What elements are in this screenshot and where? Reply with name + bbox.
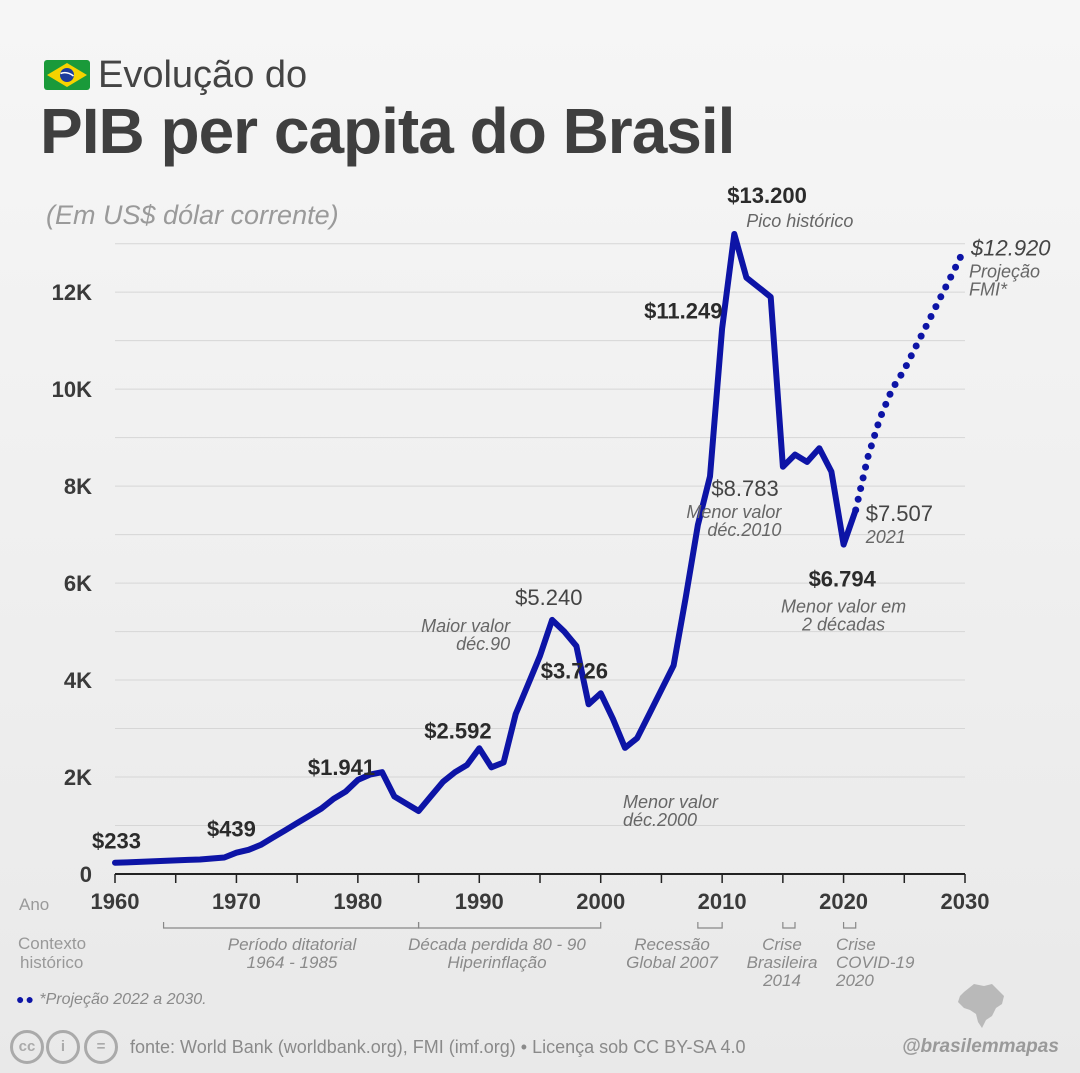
bracket-line — [417, 922, 602, 929]
annotation: $2.592 — [424, 718, 491, 743]
projection-note-text: *Projeção 2022 a 2030. — [39, 991, 207, 1008]
author-handle: @brasilemmapas — [902, 1036, 1059, 1057]
annotation-note: 2 décadas — [801, 615, 885, 635]
y-tick-label: 2K — [64, 765, 92, 790]
x-tick-label: 2010 — [698, 889, 747, 914]
by-icon: i — [46, 1030, 80, 1064]
x-axis-title: Ano — [19, 895, 49, 914]
y-tick-label: 10K — [52, 377, 92, 402]
x-tick-label: 2020 — [819, 889, 868, 914]
annotation: $3.726 — [541, 658, 608, 683]
nd-icon: = — [84, 1030, 118, 1064]
brazil-flag-icon — [44, 60, 90, 90]
context-text: 1964 - 1985 — [247, 953, 338, 972]
context-text: 2014 — [762, 971, 801, 990]
data-label: $1.941 — [308, 755, 375, 780]
annotation: $1.941 — [308, 755, 375, 780]
chart-subtitle: (Em US$ dólar corrente) — [46, 200, 339, 230]
data-label: $5.240 — [515, 585, 582, 610]
context-text: Brasileira — [747, 953, 818, 972]
x-tick-label: 1970 — [212, 889, 261, 914]
bracket-line — [162, 922, 420, 929]
y-tick-label: 0 — [80, 862, 92, 887]
annotation-note: Projeção — [969, 262, 1040, 282]
annotation-note: Pico histórico — [746, 211, 853, 231]
cc-icon: cc — [10, 1030, 44, 1064]
bracket-line — [782, 922, 796, 929]
annotation-note: déc.2010 — [707, 520, 781, 540]
bracket-line — [842, 922, 857, 929]
data-label: $439 — [207, 817, 256, 842]
context-text: Período ditatorial — [228, 935, 358, 954]
annotation: $233 — [92, 829, 141, 854]
data-label: $2.592 — [424, 718, 491, 743]
context-text: 2020 — [835, 971, 874, 990]
data-label: $233 — [92, 829, 141, 854]
y-tick-label: 4K — [64, 668, 92, 693]
x-tick-label: 2000 — [576, 889, 625, 914]
data-label: $3.726 — [541, 658, 608, 683]
context-text: Década perdida 80 - 90 — [408, 935, 586, 954]
x-tick-label: 1960 — [91, 889, 140, 914]
data-label: $11.249 — [644, 299, 722, 324]
context-text: Recessão — [634, 935, 710, 954]
annotation-note: 2021 — [865, 527, 906, 547]
annotation: $13.200 Pico histórico — [727, 183, 853, 231]
y-tick-label: 12K — [52, 280, 92, 305]
annotation-note: FMI* — [969, 280, 1008, 300]
annotation-note: déc.2000 — [623, 810, 697, 830]
y-tick-label: 8K — [64, 474, 92, 499]
annotation: $11.249 — [644, 299, 722, 324]
annotation: $6.794 Menor valor em2 décadas — [781, 567, 906, 635]
x-tick-label: 2030 — [941, 889, 990, 914]
annotation-note: Menor valor — [623, 792, 719, 812]
data-label: $6.794 — [809, 567, 877, 592]
context-text: Global 2007 — [626, 953, 718, 972]
data-label: $12.920 — [970, 236, 1051, 261]
context-label: Contexto — [18, 934, 86, 953]
source-text: fonte: World Bank (worldbank.org), FMI (… — [130, 1037, 746, 1057]
annotation: $439 — [207, 817, 256, 842]
projection-note: ●● *Projeção 2022 a 2030. — [16, 991, 207, 1008]
context-text: Crise — [836, 935, 876, 954]
x-tick-label: 1990 — [455, 889, 504, 914]
data-label: $13.200 — [727, 183, 807, 208]
context-text: Hiperinflação — [447, 953, 546, 972]
gdp-series-line — [112, 231, 859, 866]
y-tick-label: 6K — [64, 571, 92, 596]
title-line-1: Evolução do — [98, 54, 308, 96]
annotation-note: Maior valor — [421, 616, 511, 636]
bracket-line — [697, 922, 723, 929]
context-text: Crise — [762, 935, 802, 954]
annotation-note: Menor valor em — [781, 597, 906, 617]
brazil-map-icon — [958, 984, 1004, 1028]
x-tick-label: 1980 — [333, 889, 382, 914]
data-label: $7.507 — [866, 501, 933, 526]
annotation-note: déc.90 — [456, 634, 510, 654]
context-text: COVID-19 — [836, 953, 915, 972]
page-title: PIB per capita do Brasil — [40, 95, 735, 167]
annotation-note: Menor valor — [686, 502, 782, 522]
data-label: $8.783 — [711, 476, 778, 501]
context-label: histórico — [20, 953, 83, 972]
projection-line — [852, 244, 969, 514]
